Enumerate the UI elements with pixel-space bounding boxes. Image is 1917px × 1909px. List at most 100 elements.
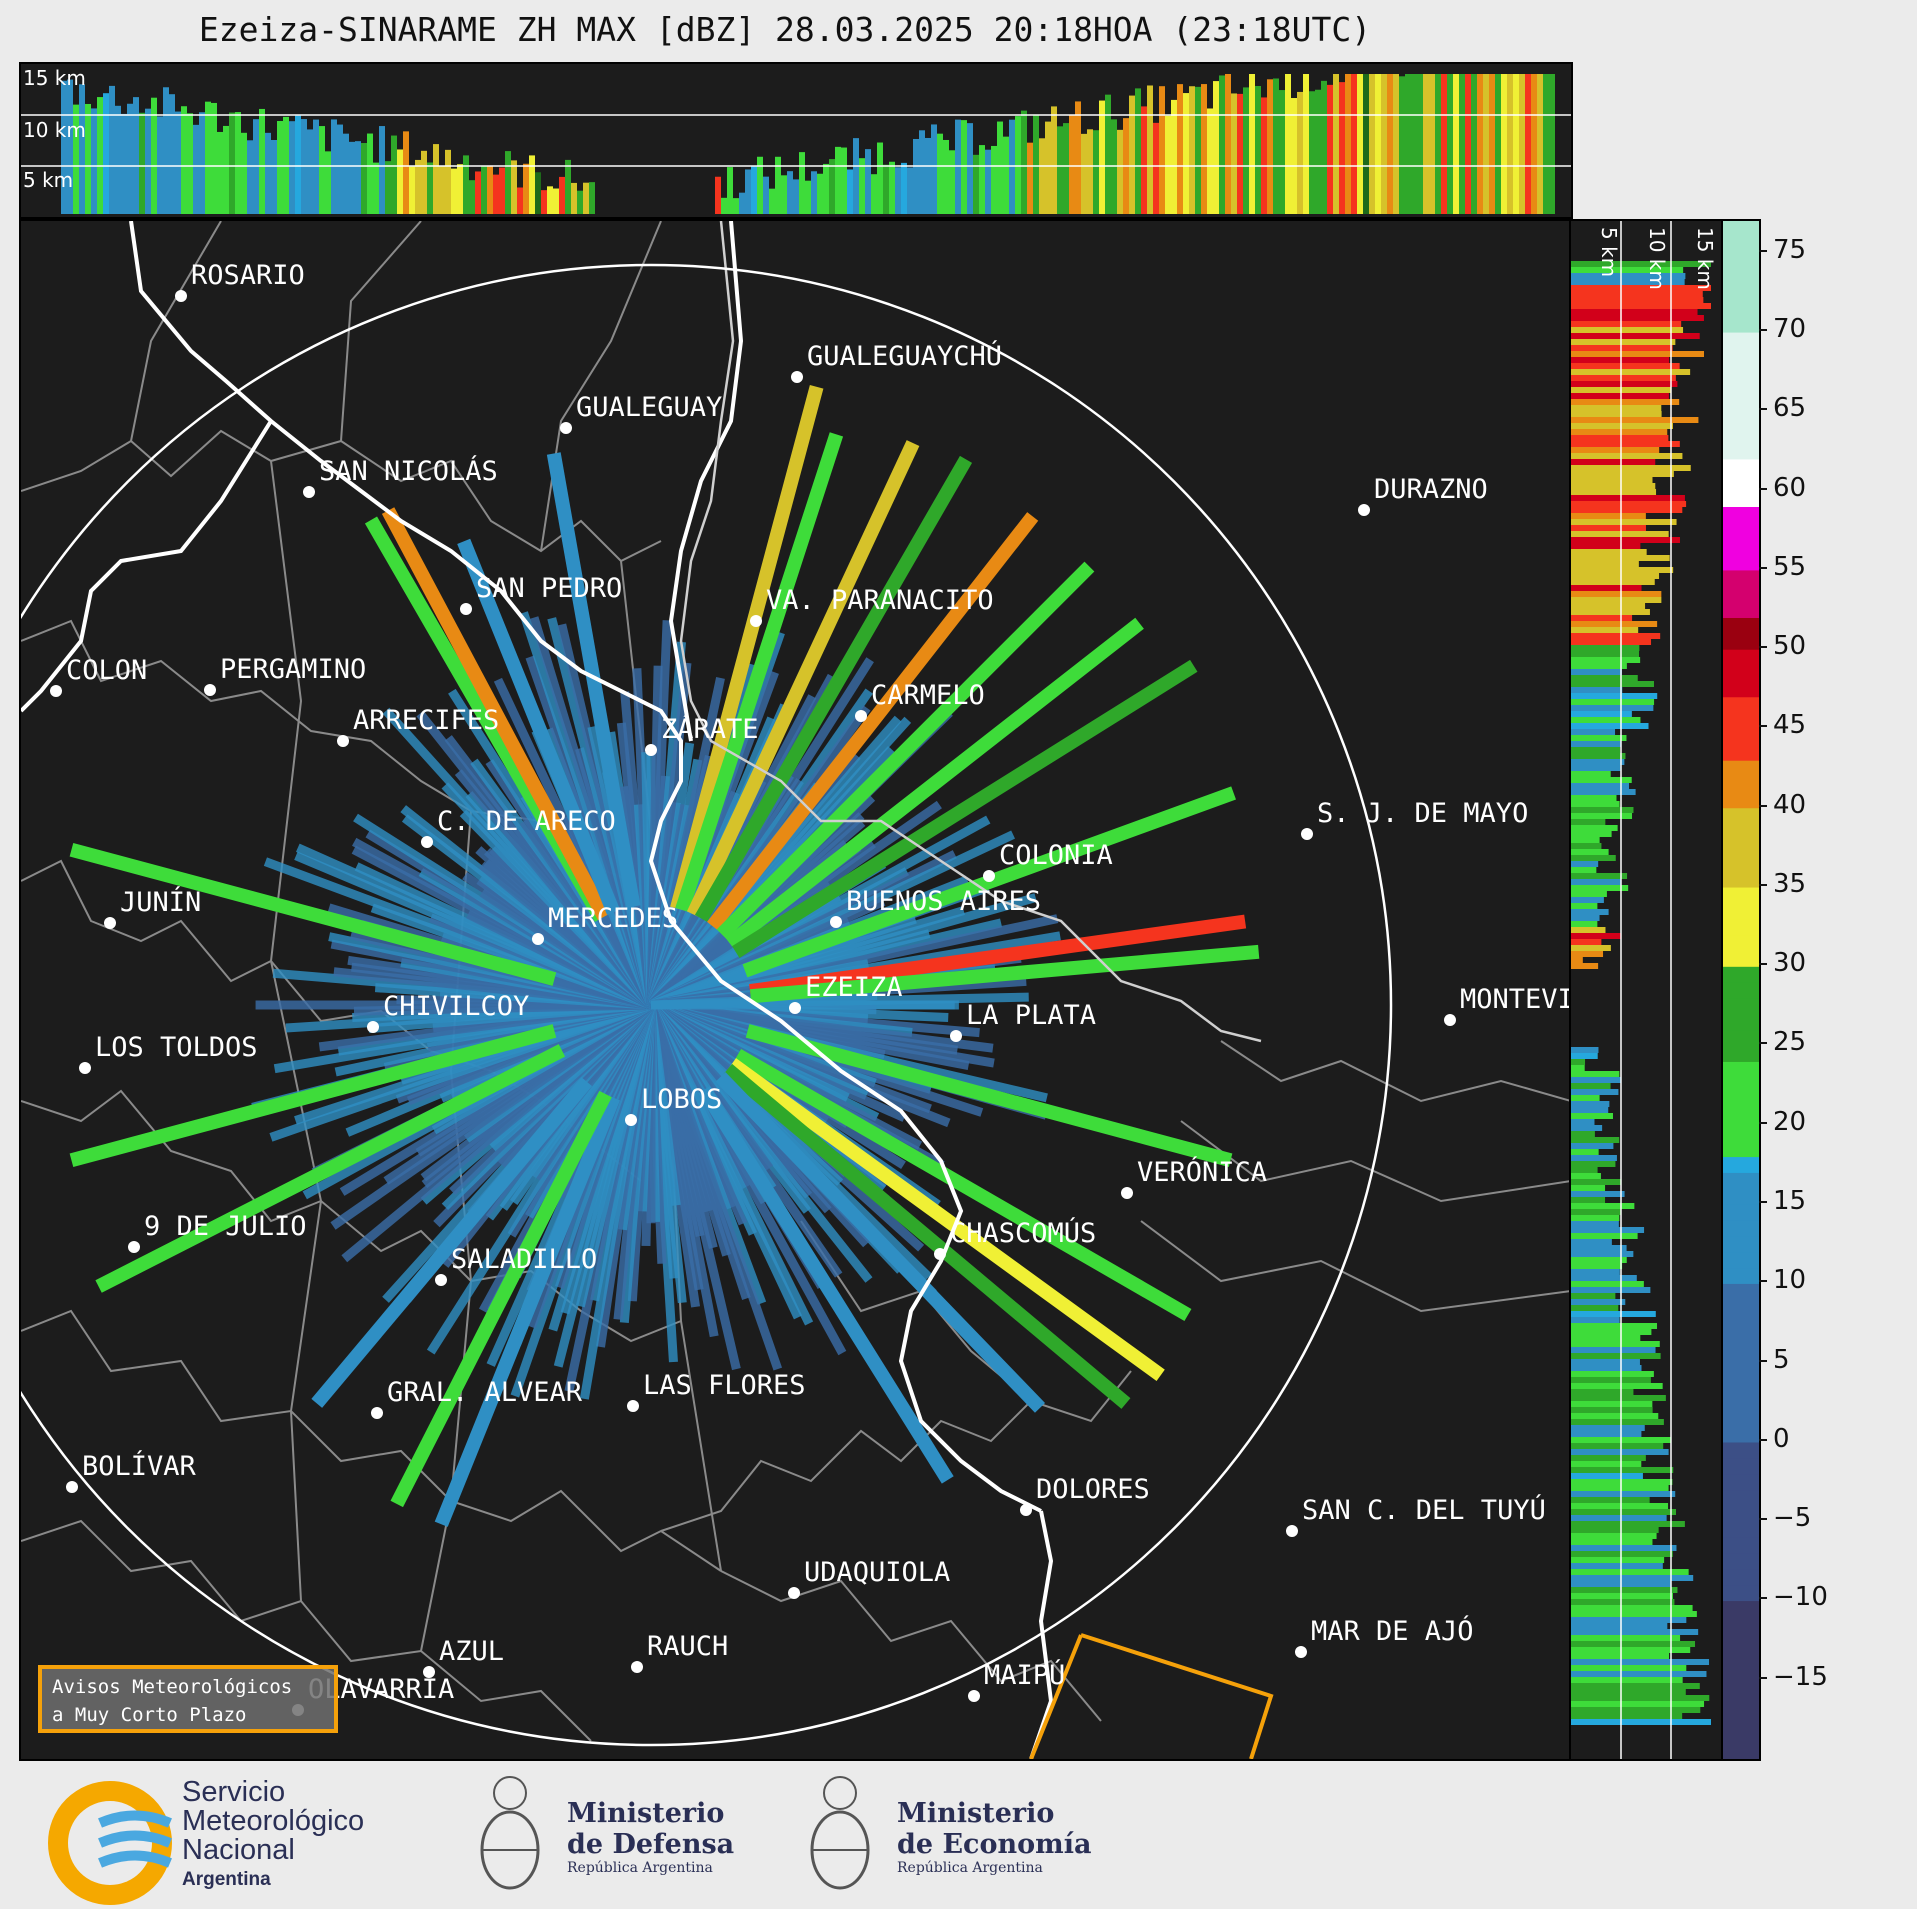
colorbar-segment bbox=[1723, 649, 1759, 666]
vprofile-row bbox=[1571, 741, 1622, 747]
hprofile-column bbox=[931, 124, 937, 214]
city-dot bbox=[367, 1021, 379, 1033]
hprofile-column bbox=[811, 171, 817, 214]
vprofile-row bbox=[1571, 273, 1686, 279]
colorbar-segment bbox=[1723, 1093, 1759, 1110]
hprofile-column bbox=[1525, 74, 1531, 214]
vprofile-row bbox=[1571, 801, 1620, 807]
city-label: ROSARIO bbox=[191, 260, 305, 291]
colorbar-tick: 40 bbox=[1759, 790, 1806, 820]
hprofile-column bbox=[871, 174, 877, 214]
colorbar-segment bbox=[1723, 982, 1759, 999]
city-label: CHIVILCOY bbox=[383, 991, 529, 1022]
colorbar-tick: −5 bbox=[1759, 1503, 1811, 1533]
horizontal-profile-plot bbox=[21, 74, 1571, 215]
vprofile-row bbox=[1571, 771, 1611, 777]
hprofile-column bbox=[139, 112, 145, 214]
city-label: LAS FLORES bbox=[643, 1370, 806, 1401]
vprofile-row bbox=[1571, 723, 1649, 729]
vprofile-row bbox=[1571, 831, 1612, 837]
hprofile-column bbox=[433, 144, 439, 214]
hprofile-column bbox=[745, 169, 751, 214]
city-label: MONTEVIDEO bbox=[1460, 984, 1571, 1015]
avisos-button[interactable]: Avisos Meteorológicos a Muy Corto Plazo bbox=[38, 1665, 338, 1733]
echo-spoke bbox=[749, 914, 1247, 999]
hprofile-column bbox=[1231, 93, 1237, 214]
vertical-profile-plot bbox=[1571, 221, 1711, 1759]
hprofile-column bbox=[937, 133, 943, 214]
city-label: BUENOS AIRES bbox=[846, 886, 1041, 917]
hprofile-column bbox=[895, 167, 901, 214]
colorbar-segment bbox=[1723, 664, 1759, 682]
hprofile-column bbox=[1279, 90, 1285, 214]
echo-spoke bbox=[381, 507, 611, 920]
vprofile-row bbox=[1571, 513, 1646, 519]
city-label: DOLORES bbox=[1036, 1474, 1150, 1505]
vprofile-row bbox=[1571, 1431, 1642, 1437]
vprofile-row bbox=[1571, 1407, 1653, 1413]
colorbar-segment bbox=[1723, 221, 1759, 238]
vprofile-row bbox=[1571, 837, 1600, 843]
vprofile-row bbox=[1571, 855, 1616, 861]
hprofile-column bbox=[991, 145, 997, 214]
city-dot bbox=[1444, 1014, 1456, 1026]
altitude-label-5: 5 km bbox=[23, 168, 74, 192]
hprofile-column bbox=[409, 166, 415, 214]
colorbar-tick: 70 bbox=[1759, 314, 1806, 344]
colorbar-segment bbox=[1723, 886, 1759, 904]
colorbar-segment bbox=[1723, 902, 1759, 920]
hprofile-column bbox=[1483, 74, 1489, 214]
colorbar-segment bbox=[1723, 1616, 1759, 1633]
vprofile-row bbox=[1571, 1635, 1681, 1641]
hprofile-column bbox=[883, 164, 889, 214]
city-dot bbox=[645, 744, 657, 756]
city-label: JUNÍN bbox=[120, 886, 201, 918]
hprofile-column bbox=[1291, 98, 1297, 214]
colorbar-segment bbox=[1723, 1584, 1759, 1602]
city-dot bbox=[1286, 1525, 1298, 1537]
vprofile-row bbox=[1571, 789, 1636, 795]
city-dot bbox=[627, 1400, 639, 1412]
vprofile-row bbox=[1571, 633, 1661, 639]
city-label: CARMELO bbox=[871, 680, 985, 711]
city-dot bbox=[1295, 1646, 1307, 1658]
vprofile-row bbox=[1571, 1671, 1707, 1677]
vprofile-row bbox=[1571, 417, 1699, 423]
colorbar-segment bbox=[1723, 1632, 1759, 1649]
defensa-name-1: Ministerio bbox=[567, 1798, 725, 1829]
city-dot bbox=[950, 1030, 962, 1042]
defensa-seal-icon bbox=[480, 1776, 540, 1890]
colorbar-segment bbox=[1723, 680, 1759, 698]
hprofile-column bbox=[127, 103, 133, 214]
echo-spoke bbox=[390, 1090, 612, 1508]
colorbar-segment bbox=[1723, 871, 1759, 888]
hprofile-column bbox=[451, 168, 457, 214]
colorbar-tick: 45 bbox=[1759, 710, 1806, 740]
hprofile-column bbox=[733, 198, 739, 214]
colorbar-segment bbox=[1723, 474, 1759, 492]
economia-name-2: de Economía bbox=[897, 1829, 1092, 1860]
colorbar-tick: 60 bbox=[1759, 473, 1806, 503]
hprofile-column bbox=[205, 101, 211, 214]
echo-spoke bbox=[727, 1058, 1165, 1381]
colorbar-segment bbox=[1723, 1188, 1759, 1205]
hprofile-column bbox=[499, 167, 505, 214]
colorbar-segment bbox=[1723, 1537, 1759, 1554]
hprofile-column bbox=[1165, 115, 1171, 214]
colorbar-segment bbox=[1723, 569, 1759, 587]
hprofile-column bbox=[817, 173, 823, 214]
hprofile-column bbox=[271, 139, 277, 214]
vprofile-row bbox=[1571, 951, 1604, 957]
colorbar-tick: 25 bbox=[1759, 1027, 1806, 1057]
hprofile-column bbox=[277, 121, 283, 214]
hprofile-column bbox=[1375, 74, 1381, 214]
radar-map[interactable]: ROSARIO GUALEGUAYCHÚ GUALEGUAY SAN NICOLÁS D… bbox=[19, 219, 1573, 1761]
vprofile-row bbox=[1571, 681, 1654, 687]
vprofile-row bbox=[1571, 291, 1703, 297]
hprofile-column bbox=[1513, 74, 1519, 214]
vprofile-row bbox=[1571, 1185, 1606, 1191]
hprofile-column bbox=[535, 172, 541, 214]
vprofile-row bbox=[1571, 657, 1641, 663]
city-label: SAN C. DEL TUYÚ bbox=[1302, 1494, 1546, 1526]
hprofile-column bbox=[223, 125, 229, 214]
